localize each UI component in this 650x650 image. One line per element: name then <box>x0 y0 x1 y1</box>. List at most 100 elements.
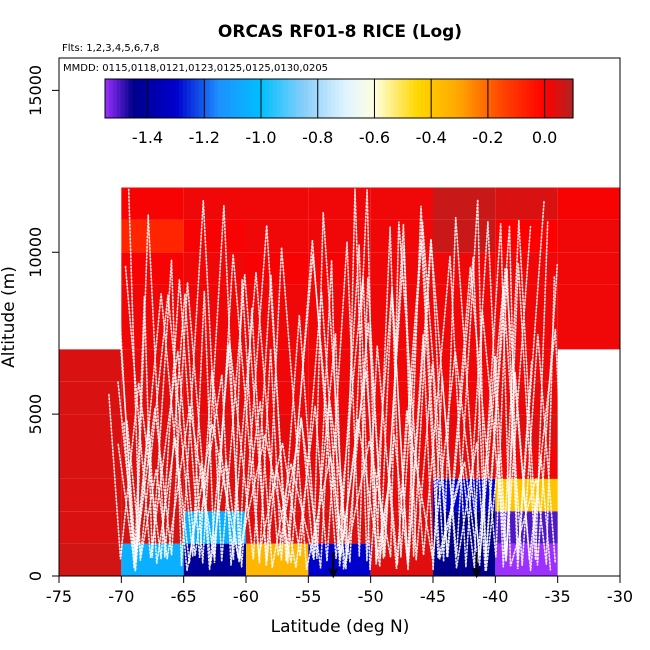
colorbar-swatch <box>140 79 145 118</box>
colorbar-swatch <box>171 79 176 118</box>
colorbar-swatch <box>112 79 118 118</box>
x-tick-label: -30 <box>607 587 633 606</box>
colorbar-swatch <box>327 79 332 118</box>
x-tick-label: -40 <box>482 587 508 606</box>
flights-label: Flts: 1,2,3,4,5,6,7,8 <box>62 43 159 54</box>
colorbar-swatch <box>257 79 262 118</box>
colorbar-swatch <box>272 79 278 118</box>
colorbar-swatch <box>475 79 480 118</box>
heatmap-cell <box>495 219 558 253</box>
colorbar-swatch <box>452 79 457 118</box>
colorbar-swatch <box>319 79 324 118</box>
heatmap-cell <box>308 219 371 253</box>
y-tick-label: 15000 <box>26 65 45 116</box>
colorbar-swatch <box>280 79 285 118</box>
colorbar-swatch <box>471 79 477 118</box>
colorbar-swatch <box>132 79 137 118</box>
heatmap-cell <box>370 284 433 317</box>
colorbar-swatch <box>370 79 375 118</box>
heatmap-cell <box>308 414 371 447</box>
colorbar-swatch <box>417 79 422 118</box>
colorbar-swatch <box>253 79 258 118</box>
colorbar-swatch <box>288 79 293 118</box>
colorbar-swatch <box>530 79 535 118</box>
x-axis-label: Latitude (deg N) <box>271 617 410 637</box>
colorbar-swatch <box>378 79 383 118</box>
heatmap-cell <box>433 284 496 317</box>
heatmap-cell <box>121 187 184 220</box>
colorbar-swatch <box>206 79 211 118</box>
heatmap-cell <box>59 349 122 382</box>
heatmap-cell <box>59 511 122 544</box>
colorbar-tick-label: -0.2 <box>472 128 503 147</box>
heatmap-cell <box>246 187 309 220</box>
colorbar-swatch <box>479 79 484 118</box>
colorbar-swatch <box>491 79 496 118</box>
heatmap-cell <box>183 252 246 285</box>
heatmap-cell <box>59 543 122 576</box>
colorbar-swatch <box>214 79 219 118</box>
colorbar-swatch <box>424 79 430 118</box>
colorbar-swatch <box>175 79 180 118</box>
colorbar-swatch <box>409 79 414 118</box>
x-tick-label: -55 <box>295 587 321 606</box>
colorbar-swatch <box>537 79 543 118</box>
colorbar-swatch <box>534 79 539 118</box>
y-tick-label: 0 <box>26 571 45 581</box>
colorbar-swatch <box>436 79 441 118</box>
colorbar-swatch <box>459 79 465 118</box>
colorbar-swatch <box>225 79 231 118</box>
colorbar-swatch <box>237 79 243 118</box>
colorbar-swatch <box>350 79 356 118</box>
colorbar-swatch <box>229 79 235 118</box>
heatmap-cell <box>433 349 496 382</box>
colorbar-tick-label: -1.0 <box>245 128 276 147</box>
colorbar-swatch <box>323 79 328 118</box>
colorbar-tick-label: -0.4 <box>416 128 447 147</box>
flight-track <box>117 188 549 572</box>
colorbar-swatch <box>397 79 402 118</box>
colorbar-swatch <box>163 79 168 118</box>
heatmap-cell <box>183 219 246 253</box>
colorbar-swatch <box>514 79 519 118</box>
colorbar-swatch <box>233 79 239 118</box>
colorbar-swatch <box>335 79 340 118</box>
colorbar-swatch <box>198 79 204 118</box>
colorbar-swatch <box>487 79 492 118</box>
colorbar-swatch <box>366 79 371 118</box>
colorbar-swatch <box>502 79 508 118</box>
colorbar-swatch <box>569 79 574 118</box>
colorbar-swatch <box>549 79 555 118</box>
heatmap-cell <box>308 187 371 220</box>
heatmap-cell <box>308 252 371 285</box>
dates-label: MMDD: 0115,0118,0121,0123,0125,0125,0130… <box>63 63 328 74</box>
colorbar-swatch <box>553 79 558 118</box>
colorbar-swatch <box>147 79 153 118</box>
colorbar-swatch <box>144 79 149 118</box>
colorbar-swatch <box>432 79 438 118</box>
colorbar-swatch <box>526 79 531 118</box>
colorbar-frame <box>104 78 574 119</box>
colorbar-swatch <box>222 79 227 118</box>
colorbar-tick-label: 0.0 <box>532 128 557 147</box>
y-tick-label: 5000 <box>26 394 45 435</box>
heatmap-cell <box>59 478 122 512</box>
colorbar-swatch <box>249 79 254 118</box>
colorbar-swatch <box>268 79 274 118</box>
colorbar-swatch <box>108 79 114 118</box>
colorbar-swatch <box>381 79 387 118</box>
colorbar-swatch <box>541 79 547 118</box>
axes: -75 -70 -65 -60 -55 -50 -45 -40 -35 -30 0 5000 10000… <box>26 57 633 606</box>
colorbar-swatch <box>311 79 317 118</box>
colorbar-swatch <box>331 79 336 118</box>
heatmap-cell <box>183 317 246 350</box>
flight-tracks <box>108 188 567 572</box>
colorbar-swatch <box>155 79 161 118</box>
colorbar-swatch <box>405 79 410 118</box>
colorbar-swatch <box>245 79 250 118</box>
heatmap-cell <box>433 187 496 220</box>
colorbar-swatch <box>183 79 188 118</box>
colorbar-swatch <box>420 79 426 118</box>
colorbar-swatch <box>136 79 141 118</box>
flight-track <box>110 204 533 572</box>
